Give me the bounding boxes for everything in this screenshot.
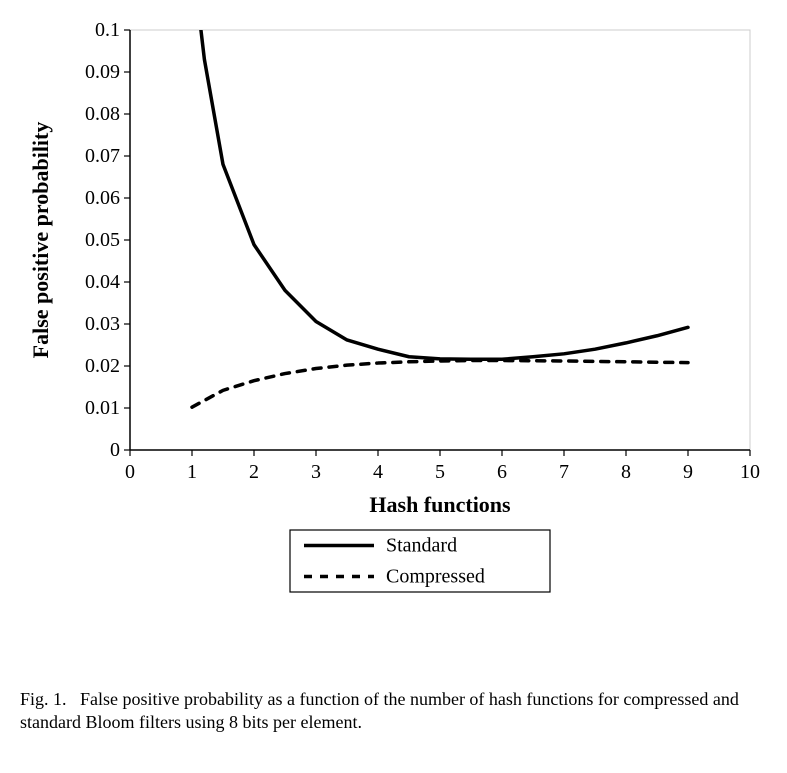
svg-text:6: 6: [497, 461, 507, 483]
figure-container: 0 0.01 0.02 0.03 0.04 0.05 0.06 0.07 0.08 0.09 0.1…: [20, 20, 767, 735]
svg-text:0.06: 0.06: [85, 187, 120, 209]
line-chart: 0 0.01 0.02 0.03 0.04 0.05 0.06 0.07 0.08 0.09 0.1…: [20, 20, 767, 660]
caption-text: False positive probability as a function…: [20, 689, 739, 732]
svg-text:Standard: Standard: [386, 535, 457, 557]
svg-text:0.08: 0.08: [85, 103, 120, 125]
svg-text:0.1: 0.1: [95, 20, 120, 41]
svg-text:0.07: 0.07: [85, 145, 120, 167]
svg-text:0.02: 0.02: [85, 355, 120, 377]
svg-text:9: 9: [683, 461, 693, 483]
svg-text:0.09: 0.09: [85, 61, 120, 83]
svg-text:0: 0: [110, 439, 120, 461]
svg-text:0.01: 0.01: [85, 397, 120, 419]
svg-text:0.05: 0.05: [85, 229, 120, 251]
svg-text:3: 3: [311, 461, 321, 483]
svg-text:0.03: 0.03: [85, 313, 120, 335]
svg-text:7: 7: [559, 461, 569, 483]
svg-text:4: 4: [373, 461, 383, 483]
svg-text:0: 0: [125, 461, 135, 483]
svg-text:Hash functions: Hash functions: [369, 492, 511, 517]
svg-text:10: 10: [740, 461, 760, 483]
svg-text:False positive probability: False positive probability: [28, 122, 53, 359]
svg-text:0.04: 0.04: [85, 271, 120, 293]
caption-prefix: Fig. 1.: [20, 689, 67, 709]
svg-text:8: 8: [621, 461, 631, 483]
svg-text:Compressed: Compressed: [386, 566, 485, 588]
svg-text:5: 5: [435, 461, 445, 483]
figure-caption: Fig. 1. False positive probability as a …: [20, 688, 767, 735]
svg-text:2: 2: [249, 461, 259, 483]
svg-text:1: 1: [187, 461, 197, 483]
